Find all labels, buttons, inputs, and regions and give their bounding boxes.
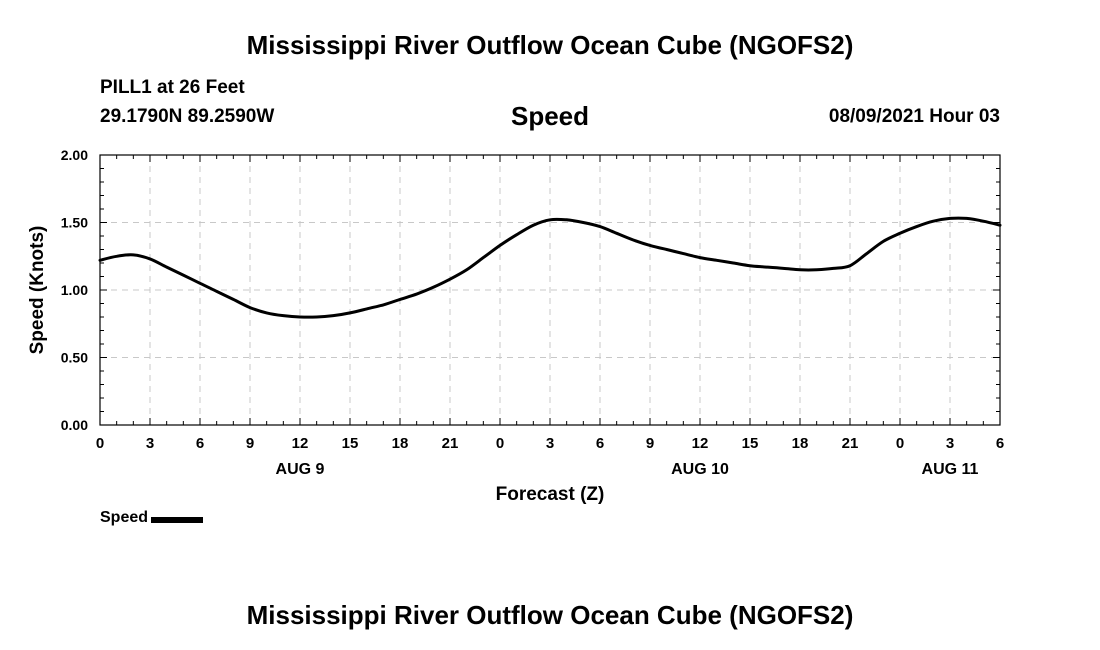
y-tick-label: 2.00 bbox=[61, 147, 88, 163]
legend-label: Speed bbox=[100, 509, 149, 526]
speed-series-line bbox=[98, 216, 1002, 319]
x-tick-label: 15 bbox=[342, 435, 359, 452]
x-tick-label: 6 bbox=[996, 435, 1004, 452]
grid-layer bbox=[100, 155, 1000, 425]
x-tick-label: 9 bbox=[246, 435, 254, 452]
tick-layer bbox=[99, 154, 1001, 426]
footer-title: Mississippi River Outflow Ocean Cube (NG… bbox=[246, 600, 854, 630]
label-layer: 0 3 6 9 12 15 18 21 0 3 6 9 12 15 18 21 0 3 6 0.00 0.50 1.00 1… bbox=[61, 147, 1004, 478]
day-label: AUG 9 bbox=[276, 461, 325, 478]
x-tick-label: 3 bbox=[946, 435, 954, 452]
legend-swatch bbox=[151, 517, 204, 523]
x-tick-label: 21 bbox=[442, 435, 459, 452]
day-label: AUG 11 bbox=[922, 461, 979, 478]
page-title: Mississippi River Outflow Ocean Cube (NG… bbox=[246, 30, 854, 60]
x-tick-label: 0 bbox=[496, 435, 504, 452]
x-tick-label: 12 bbox=[292, 435, 309, 452]
x-tick-label: 18 bbox=[792, 435, 809, 452]
x-tick-label: 3 bbox=[546, 435, 554, 452]
legend: Speed bbox=[100, 509, 204, 527]
x-tick-label: 0 bbox=[96, 435, 104, 452]
x-tick-label: 0 bbox=[896, 435, 904, 452]
forecast-datetime: 08/09/2021 Hour 03 bbox=[828, 106, 1000, 127]
x-tick-label: 21 bbox=[842, 435, 859, 452]
x-tick-label: 9 bbox=[646, 435, 654, 452]
y-tick-label: 0.50 bbox=[61, 350, 88, 366]
x-tick-label: 15 bbox=[742, 435, 759, 452]
x-tick-label: 6 bbox=[596, 435, 604, 452]
x-tick-label: 3 bbox=[146, 435, 154, 452]
station-label: PILL1 at 26 Feet bbox=[100, 77, 245, 98]
x-tick-label: 18 bbox=[392, 435, 409, 452]
parameter-label: Speed bbox=[510, 101, 590, 131]
x-axis-title: Forecast (Z) bbox=[496, 484, 605, 505]
y-tick-label: 0.00 bbox=[61, 417, 88, 433]
y-tick-label: 1.00 bbox=[61, 282, 88, 298]
day-label: AUG 10 bbox=[671, 461, 729, 478]
y-axis-title: Speed (Knots) bbox=[27, 226, 48, 355]
x-tick-label: 6 bbox=[196, 435, 204, 452]
station-coordinates: 29.1790N 89.2590W bbox=[100, 106, 275, 127]
x-tick-label: 12 bbox=[692, 435, 709, 452]
y-tick-label: 1.50 bbox=[61, 215, 88, 231]
